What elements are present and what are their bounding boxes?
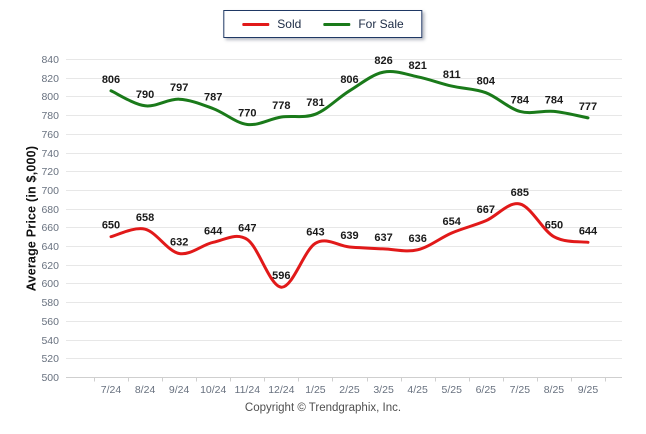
x-tick-label: 11/24 bbox=[235, 384, 261, 396]
x-tick-label: 9/24 bbox=[169, 384, 190, 396]
y-tick-label: 840 bbox=[41, 54, 59, 66]
y-tick-label: 700 bbox=[41, 185, 59, 197]
x-tick-label: 8/24 bbox=[135, 384, 156, 396]
for-sale-data-label: 770 bbox=[238, 107, 256, 119]
for-sale-data-label: 806 bbox=[340, 74, 358, 86]
for-sale-data-label: 806 bbox=[102, 74, 120, 86]
y-tick-label: 740 bbox=[41, 148, 59, 160]
sold-data-label: 596 bbox=[272, 270, 290, 282]
y-tick-label: 520 bbox=[41, 353, 59, 365]
sold-line bbox=[109, 202, 590, 289]
legend-item-sold: Sold bbox=[242, 17, 301, 31]
x-tick-label: 2/25 bbox=[339, 384, 360, 396]
x-tick-label: 4/25 bbox=[407, 384, 428, 396]
x-tick-label: 5/25 bbox=[441, 384, 462, 396]
for-sale-data-label: 778 bbox=[272, 100, 290, 112]
sold-data-label: 639 bbox=[340, 230, 358, 242]
x-tick-label: 7/24 bbox=[101, 384, 122, 396]
legend-label-for-sale: For Sale bbox=[358, 17, 404, 31]
for-sale-data-label: 784 bbox=[511, 94, 530, 106]
x-tick-label: 10/24 bbox=[200, 384, 226, 396]
x-tick-label: 7/25 bbox=[510, 384, 531, 396]
y-tick-label: 540 bbox=[41, 335, 59, 347]
sold-data-label: 658 bbox=[136, 212, 154, 224]
for-sale-data-label: 790 bbox=[136, 89, 154, 101]
for-sale-data-label: 804 bbox=[477, 76, 496, 88]
x-tick-label: 9/25 bbox=[578, 384, 599, 396]
sold-data-label: 644 bbox=[204, 225, 223, 237]
sold-data-label: 647 bbox=[238, 223, 256, 235]
sold-data-label: 650 bbox=[545, 220, 563, 232]
sold-data-label: 636 bbox=[408, 233, 426, 245]
x-tick-label: 1/25 bbox=[305, 384, 326, 396]
legend-item-for-sale: For Sale bbox=[323, 17, 404, 31]
legend: Sold For Sale bbox=[223, 10, 423, 38]
sold-data-label: 650 bbox=[102, 220, 120, 232]
sold-data-label: 654 bbox=[443, 216, 462, 228]
sold-data-label: 643 bbox=[306, 226, 324, 238]
y-tick-label: 820 bbox=[41, 73, 59, 85]
x-tick-label: 6/25 bbox=[476, 384, 497, 396]
x-tick-label: 3/25 bbox=[373, 384, 394, 396]
y-tick-label: 640 bbox=[41, 241, 59, 253]
sold-line-swatch bbox=[242, 22, 270, 26]
sold-data-label: 644 bbox=[579, 225, 598, 237]
x-tick-label: 12/24 bbox=[268, 384, 294, 396]
for-sale-data-label: 781 bbox=[306, 97, 324, 109]
y-tick-label: 780 bbox=[41, 110, 59, 122]
y-tick-label: 620 bbox=[41, 260, 59, 272]
for-sale-line-swatch bbox=[323, 22, 351, 26]
y-tick-label: 580 bbox=[41, 297, 59, 309]
y-tick-label: 760 bbox=[41, 129, 59, 141]
copyright-text: Copyright © Trendgraphix, Inc. bbox=[244, 402, 402, 414]
y-tick-label: 560 bbox=[41, 316, 59, 328]
y-tick-label: 600 bbox=[41, 278, 59, 290]
for-sale-data-label: 797 bbox=[170, 82, 188, 94]
y-tick-label: 660 bbox=[41, 222, 59, 234]
for-sale-data-label: 787 bbox=[204, 92, 222, 104]
y-tick-label: 800 bbox=[41, 91, 59, 103]
y-tick-label: 720 bbox=[41, 166, 59, 178]
for-sale-data-label: 784 bbox=[545, 94, 564, 106]
for-sale-data-label: 821 bbox=[408, 60, 426, 72]
y-axis-title: Average Price (in $,000) bbox=[24, 145, 39, 292]
legend-label-sold: Sold bbox=[277, 17, 302, 31]
for-sale-data-label: 777 bbox=[579, 101, 597, 113]
sold-data-label: 667 bbox=[477, 204, 495, 216]
y-tick-label: 500 bbox=[41, 372, 59, 384]
for-sale-data-label: 826 bbox=[374, 55, 392, 67]
sold-data-label: 632 bbox=[170, 237, 188, 249]
y-tick-label: 680 bbox=[41, 204, 59, 216]
for-sale-line bbox=[109, 70, 590, 127]
sold-data-label: 685 bbox=[511, 187, 529, 199]
sold-data-label: 637 bbox=[374, 232, 392, 244]
x-tick-label: 8/25 bbox=[544, 384, 565, 396]
for-sale-data-label: 811 bbox=[443, 69, 461, 81]
